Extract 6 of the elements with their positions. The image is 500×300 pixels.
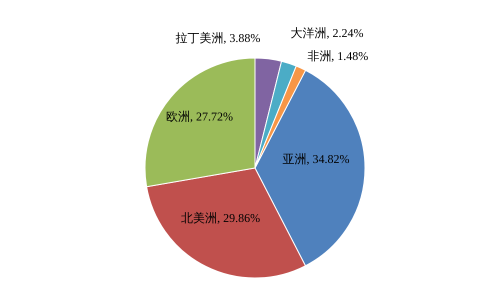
slice-label: 亚洲, 34.82% — [282, 152, 350, 166]
slice-label: 欧洲, 27.72% — [166, 109, 234, 124]
slice-label: 北美洲, 29.86% — [181, 211, 260, 226]
slice-label: 大洋洲, 2.24% — [290, 26, 364, 40]
slice-label: 非洲, 1.48% — [307, 48, 368, 63]
slice-label: 拉丁美洲, 3.88% — [175, 30, 260, 45]
